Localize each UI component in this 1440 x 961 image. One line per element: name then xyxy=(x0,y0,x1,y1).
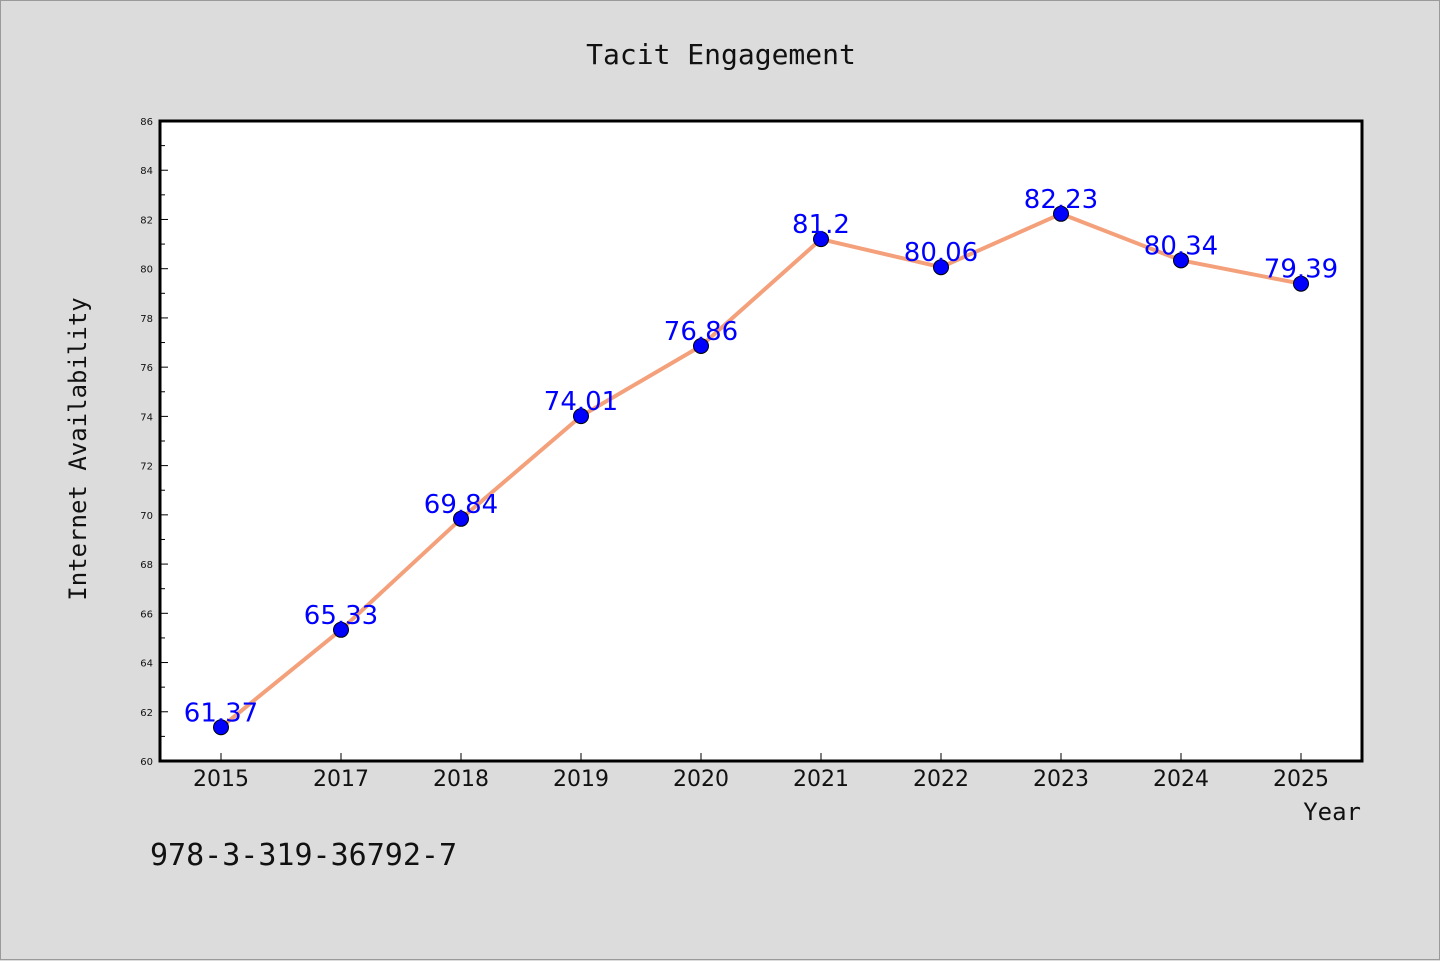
data-label: 65.33 xyxy=(304,601,378,631)
data-point xyxy=(813,231,829,248)
y-tick-label: 74 xyxy=(140,412,153,423)
y-tick-label: 72 xyxy=(140,462,153,473)
x-tick-label: 2018 xyxy=(433,767,489,792)
x-tick-label: 2025 xyxy=(1273,767,1329,792)
y-axis-label: Internet Availability xyxy=(64,297,92,600)
chart-title: Tacit Engagement xyxy=(586,38,856,71)
x-tick-label: 2021 xyxy=(793,767,849,792)
y-tick-label: 86 xyxy=(140,117,153,128)
x-tick-label: 2019 xyxy=(553,767,609,792)
data-point xyxy=(693,337,709,354)
data-label: 81.2 xyxy=(792,210,850,240)
data-label: 74.01 xyxy=(544,387,618,417)
y-axis-ticks: 60 62 64 66 68 70 72 74 76 78 80 82 84 86 xyxy=(140,117,168,768)
x-tick-label: 2020 xyxy=(673,767,729,792)
y-tick-label: 82 xyxy=(140,215,153,226)
y-tick-label: 80 xyxy=(140,265,153,276)
y-tick-label: 66 xyxy=(140,609,153,620)
y-tick-label: 84 xyxy=(140,166,153,177)
data-labels: 61.37 65.33 69.84 74.01 76.86 81.2 80.06 82.23 8… xyxy=(184,185,1338,728)
data-point xyxy=(573,408,589,425)
x-tick-label: 2017 xyxy=(313,767,369,792)
footer-code: 978-3-319-36792-7 xyxy=(150,838,457,873)
data-label: 82.23 xyxy=(1024,185,1098,215)
data-label: 80.34 xyxy=(1144,231,1218,261)
y-tick-label: 76 xyxy=(140,363,153,374)
y-tick-label: 62 xyxy=(140,708,153,719)
x-axis-label: Year xyxy=(1303,798,1361,826)
series-line xyxy=(219,211,1303,730)
x-tick-label: 2015 xyxy=(193,767,249,792)
data-label: 76.86 xyxy=(664,317,738,347)
y-tick-label: 68 xyxy=(140,560,153,571)
x-tick-label: 2022 xyxy=(913,767,969,792)
x-tick-label: 2024 xyxy=(1153,767,1209,792)
data-point xyxy=(1053,205,1069,222)
data-point xyxy=(1293,275,1309,292)
x-tick-label: 2023 xyxy=(1033,767,1089,792)
data-markers xyxy=(213,205,1309,736)
data-point xyxy=(333,621,349,638)
data-label: 79.39 xyxy=(1264,255,1338,285)
plot-area xyxy=(158,119,1364,763)
data-label: 69.84 xyxy=(424,490,498,520)
data-point xyxy=(453,510,469,527)
data-point xyxy=(213,719,229,736)
y-tick-label: 70 xyxy=(140,511,153,522)
data-label: 80.06 xyxy=(904,238,978,268)
y-tick-label: 64 xyxy=(140,659,153,670)
y-tick-label: 60 xyxy=(140,757,153,768)
y-tick-label: 78 xyxy=(140,314,153,325)
data-point xyxy=(933,259,949,276)
data-point xyxy=(1173,252,1189,269)
x-axis-ticks: 2015 2017 2018 2019 2020 2021 2022 2023 2024 2025 xyxy=(193,753,1329,792)
data-label: 61.37 xyxy=(184,698,258,728)
